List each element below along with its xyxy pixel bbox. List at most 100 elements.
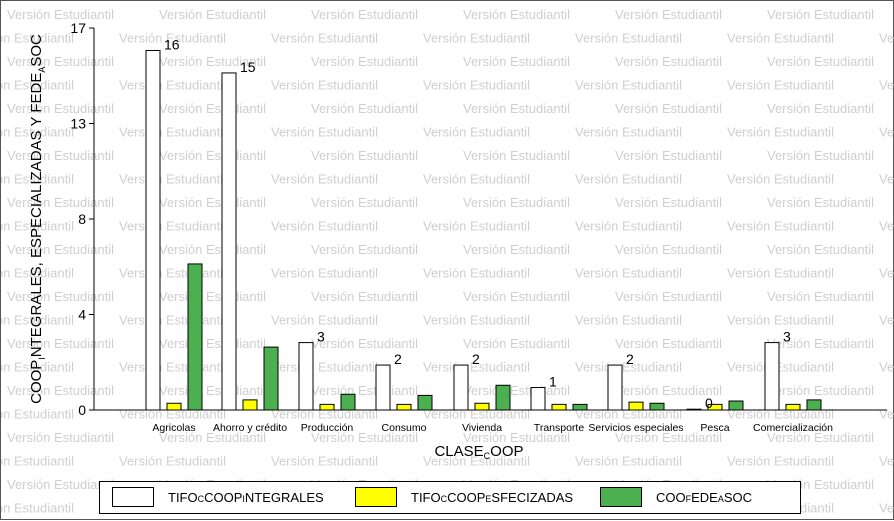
watermark-text: Versión Estudiantil [119, 78, 226, 93]
watermark-text: Versión Estudiantil [159, 101, 266, 116]
watermark-text: Versión Estudiantil [311, 148, 418, 163]
watermark-text: Versión Estudiantil [727, 31, 834, 46]
legend-item-especializadas: TIFOCCOOPESFECIZADAS [355, 487, 573, 507]
watermark-text: Versión Estudiantil [311, 430, 418, 445]
data-label: 2 [472, 351, 480, 367]
watermark-text: Versión Estudiantil [119, 219, 226, 234]
watermark-text: Versión Estudiantil [879, 501, 894, 516]
watermark-text: Versión Estudiantil [879, 172, 894, 187]
watermark-text: Versión Estudiantil [615, 430, 722, 445]
watermark-text: Versión Estudiantil [615, 101, 722, 116]
bar-especializadas [242, 399, 258, 411]
x-tick-label: Comercialización [753, 422, 833, 434]
watermark-text: Versión Estudiantil [311, 195, 418, 210]
watermark-text: Versión Estudiantil [423, 78, 530, 93]
watermark-text: Versión Estudiantil [615, 336, 722, 351]
legend-label-part: COO [656, 489, 686, 505]
watermark-text: Versión Estudiantil [423, 313, 530, 328]
watermark-text: Versión Estudiantil [463, 195, 570, 210]
y-tick-label: 13 [70, 116, 86, 132]
watermark-text: Versión Estudiantil [311, 336, 418, 351]
bar-fedeasoc [649, 402, 665, 411]
watermark-text: Versión Estudiantil [879, 78, 894, 93]
y-axis-title-part: SOC [28, 34, 45, 67]
x-tick-label: Producción [301, 422, 354, 434]
watermark-text: Versión Estudiantil [7, 430, 114, 445]
legend-label-part: NTEGRALES [244, 489, 324, 505]
watermark-text: Versión Estudiantil [463, 242, 570, 257]
watermark-text: Versión Estudiantil [879, 454, 894, 469]
watermark-text: Versión Estudiantil [271, 266, 378, 281]
bar-integrales [764, 342, 780, 411]
y-tick-label: 17 [70, 20, 86, 36]
watermark-text: Versión Estudiantil [767, 148, 874, 163]
legend-swatch-especializadas [355, 487, 397, 507]
watermark-text: Versión Estudiantil [7, 54, 114, 69]
bar-especializadas [628, 401, 644, 411]
legend-label-part: EDE [691, 489, 718, 505]
bar-fedeasoc [187, 263, 203, 411]
watermark-text: Versión Estudiantil [119, 125, 226, 140]
watermark-text: Versión Estudiantil [463, 336, 570, 351]
data-label: 1 [549, 374, 557, 390]
watermark-text: Versión Estudiantil [767, 54, 874, 69]
bar-fedeasoc [417, 394, 433, 411]
legend-label-part: C [440, 493, 448, 504]
x-axis-title-part: C [484, 451, 491, 461]
bar-integrales [298, 342, 314, 411]
y-tick-label: 4 [78, 307, 86, 323]
watermark-text: Versión Estudiantil [575, 78, 682, 93]
watermark-text: Versión Estudiantil [1, 313, 74, 328]
watermark-text: Versión Estudiantil [271, 360, 378, 375]
watermark-text: Versión Estudiantil [1, 501, 74, 516]
watermark-text: Versión Estudiantil [1, 31, 74, 46]
watermark-text: Versión Estudiantil [879, 407, 894, 422]
watermark-text: Versión Estudiantil [879, 266, 894, 281]
watermark-text: Versión Estudiantil [7, 289, 114, 304]
watermark-text: Versión Estudiantil [159, 336, 266, 351]
watermark-text: Versión Estudiantil [1, 78, 74, 93]
watermark-text: Versión Estudiantil [119, 313, 226, 328]
legend-label-part: A [717, 493, 724, 504]
legend-label-part: I [242, 493, 245, 504]
watermark-text: Versión Estudiantil [423, 219, 530, 234]
y-axis-title-part: A [37, 67, 47, 73]
watermark-text: Versión Estudiantil [423, 172, 530, 187]
bar-integrales [607, 364, 623, 411]
x-axis-title-part: OOP [490, 443, 523, 460]
bar-fedeasoc [806, 399, 822, 411]
watermark-text: Versión Estudiantil [727, 266, 834, 281]
watermark-text: Versión Estudiantil [423, 31, 530, 46]
y-axis-title-part: COOP [28, 360, 45, 404]
x-tick-label: Consumo [382, 422, 427, 434]
watermark-text: Versión Estudiantil [879, 219, 894, 234]
watermark-text: Versión Estudiantil [7, 383, 114, 398]
watermark-text: Versión Estudiantil [311, 7, 418, 22]
legend-label-part: TIFO [411, 489, 441, 505]
legend-label-part: F [685, 493, 692, 504]
watermark-text: Versión Estudiantil [271, 31, 378, 46]
data-label: 2 [394, 351, 402, 367]
legend-label-part: SOC [723, 489, 753, 505]
watermark-layer: Versión Estudiantil Versión Estudiantil Ve… [1, 7, 894, 516]
watermark-text: Versión Estudiantil [119, 172, 226, 187]
watermark-text: Versión Estudiantil [159, 289, 266, 304]
watermark-text: Versión Estudiantil [7, 195, 114, 210]
watermark-text: Versión Estudiantil [463, 289, 570, 304]
watermark-text: Versión Estudiantil [271, 219, 378, 234]
watermark-text: Versión Estudiantil [271, 125, 378, 140]
watermark-text: Versión Estudiantil [1, 125, 74, 140]
watermark-text: Versión Estudiantil [727, 125, 834, 140]
y-axis-title-part: NTEGRALES, ESPECIALIZADAS Y FEDE [28, 73, 45, 358]
x-axis-title-part: CLASE [434, 443, 483, 460]
watermark-text: Versión Estudiantil [1, 407, 74, 422]
data-label: 15 [240, 59, 256, 75]
watermark-text: Versión Estudiantil [727, 172, 834, 187]
data-label: 3 [317, 329, 325, 345]
y-tick-label: 8 [78, 211, 86, 227]
legend-label-especializadas: TIFOCCOOPESFECIZADAS [411, 490, 573, 505]
legend-label-part: E [485, 493, 492, 504]
watermark-text: Versión Estudiantil [575, 360, 682, 375]
watermark-text: Versión Estudiantil [271, 172, 378, 187]
bar-fedeasoc [263, 346, 279, 411]
